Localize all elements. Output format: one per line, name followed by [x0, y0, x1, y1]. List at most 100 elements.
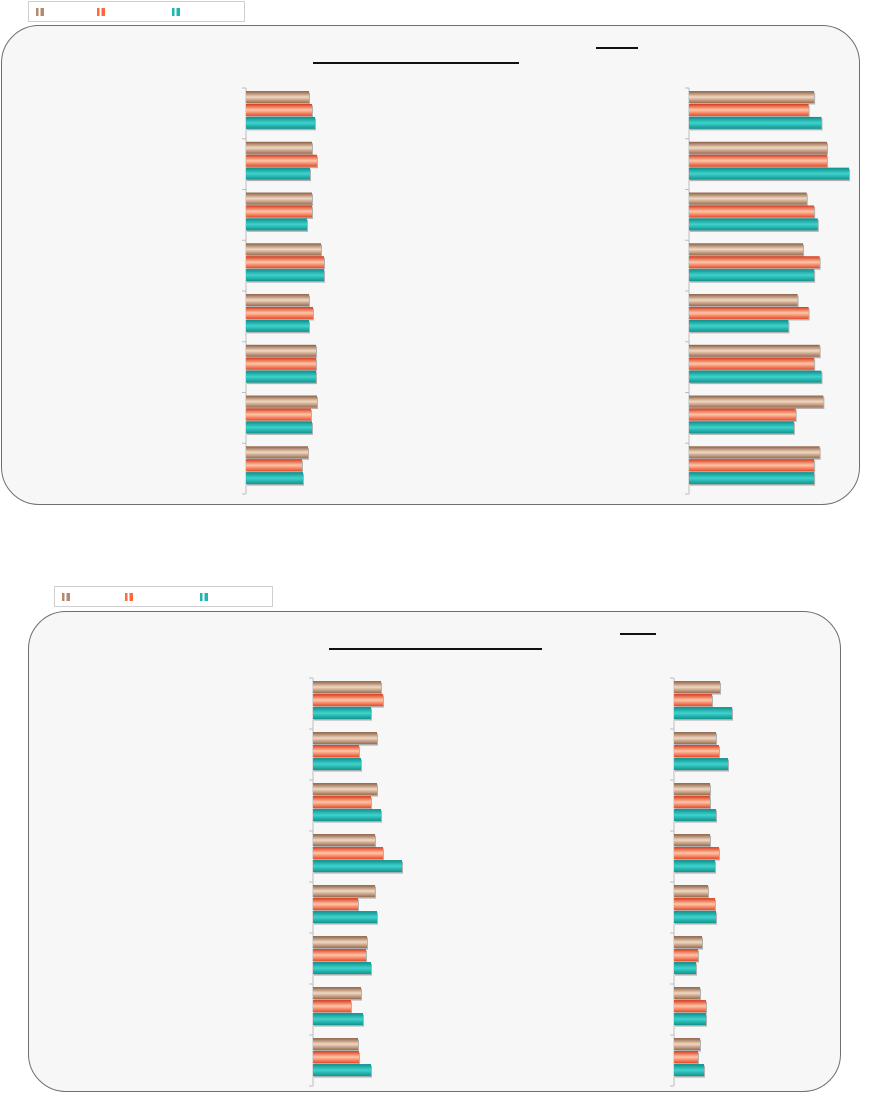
bar: [674, 847, 719, 860]
bar: [313, 1038, 358, 1051]
legend-swatch-series-2: [125, 593, 133, 601]
bar: [689, 421, 794, 434]
bar: [246, 243, 321, 256]
bar: [246, 256, 324, 269]
title-underline-long: [313, 62, 519, 64]
bar: [674, 796, 710, 809]
bar: [689, 294, 798, 306]
bar: [246, 344, 316, 357]
bar: [246, 408, 311, 421]
bar: [674, 681, 720, 694]
bar: [674, 885, 708, 898]
bar: [689, 205, 815, 218]
bar: [674, 758, 728, 771]
bar: [674, 1051, 698, 1064]
bar: [674, 1013, 706, 1026]
bar: [246, 319, 309, 332]
bar: [674, 694, 712, 707]
bar: [246, 103, 312, 116]
bar: [246, 306, 313, 319]
bar: [689, 141, 827, 154]
bar: [689, 192, 807, 205]
bar: [246, 459, 302, 472]
bar: [689, 357, 815, 370]
title-underline-short: [596, 47, 638, 49]
bar: [246, 154, 317, 167]
bar: [674, 860, 715, 873]
bar: [246, 395, 317, 408]
bar: [674, 834, 710, 847]
legend: [28, 1, 245, 22]
bar: [313, 962, 371, 975]
bar: [246, 446, 308, 459]
bar: [246, 370, 316, 383]
legend: [54, 586, 273, 607]
bar: [689, 154, 827, 167]
bar: [674, 1064, 704, 1077]
bar: [313, 847, 383, 860]
bar: [689, 472, 815, 485]
bar: [313, 758, 361, 771]
bar: [689, 319, 789, 332]
bar: [313, 796, 371, 809]
bar: [689, 167, 850, 180]
legend-swatch-series-1: [36, 8, 44, 16]
bar: [313, 707, 371, 720]
bar: [313, 1000, 351, 1013]
title-underline-short: [620, 633, 656, 635]
bar: [313, 732, 377, 745]
bar: [313, 783, 377, 796]
bar: [313, 860, 402, 873]
bar: [313, 745, 359, 758]
bar: [674, 898, 715, 911]
bar: [313, 949, 366, 962]
legend-swatch-series-3: [200, 593, 208, 601]
bar: [674, 1038, 700, 1051]
bar: [689, 408, 796, 421]
bar: [246, 91, 309, 103]
bar: [313, 1013, 363, 1026]
bar: [246, 357, 316, 370]
legend-swatch-series-2: [97, 8, 105, 16]
bar: [674, 949, 698, 962]
bar: [674, 1000, 706, 1013]
bar: [246, 205, 312, 218]
bar: [674, 732, 716, 745]
bar: [689, 243, 804, 256]
legend-swatch-series-1: [62, 593, 70, 601]
bar: [674, 962, 696, 975]
bar: [689, 344, 820, 357]
bar: [246, 472, 303, 485]
bar: [246, 421, 312, 434]
bar: [689, 306, 809, 319]
bar: [674, 783, 710, 796]
bar: [674, 987, 700, 1000]
bar: [689, 459, 815, 472]
bar: [689, 269, 815, 282]
bar: [313, 1064, 371, 1077]
bar: [313, 694, 383, 707]
bar: [689, 218, 818, 231]
bar: [689, 91, 815, 103]
bar: [246, 167, 310, 180]
bar: [246, 116, 315, 129]
bar: [313, 987, 361, 1000]
bar: [313, 1051, 359, 1064]
bar: [246, 192, 312, 205]
bar: [674, 911, 716, 924]
title-underline-long: [329, 648, 542, 650]
bar: [674, 707, 732, 720]
bar: [689, 370, 822, 383]
bar: [674, 809, 716, 822]
bar: [313, 911, 377, 924]
bar: [689, 395, 824, 408]
bar: [246, 141, 312, 154]
bar: [313, 809, 381, 822]
bar: [246, 269, 324, 282]
bar: [689, 446, 820, 459]
bar: [689, 116, 822, 129]
bar: [689, 103, 809, 116]
bar: [689, 256, 820, 269]
bar: [246, 218, 307, 231]
legend-swatch-series-3: [172, 8, 180, 16]
